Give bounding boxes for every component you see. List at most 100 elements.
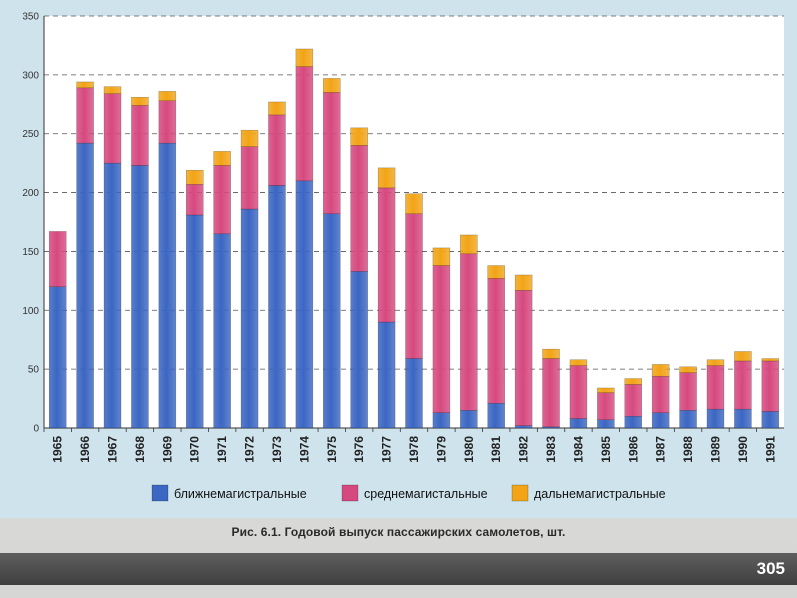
x-tick-label: 1990 (736, 436, 750, 463)
bar-1979-series-3 (432, 247, 451, 266)
bar-1965-series-2 (48, 231, 67, 287)
bar-1985-series-2 (597, 392, 615, 421)
bar-1972-series-1 (240, 208, 259, 429)
x-tick-label: 1986 (626, 436, 640, 463)
bar-1981-series-3 (487, 265, 505, 279)
x-tick-label: 1965 (51, 436, 65, 463)
bar-1973-series-1 (268, 185, 286, 429)
bar-1970-series-3 (185, 169, 204, 185)
x-tick-label: 1969 (160, 436, 174, 463)
bar-1989-series-1 (706, 408, 725, 429)
bar-1973-series-3 (268, 101, 286, 116)
bar-1980-series-2 (460, 253, 478, 411)
bar-1985-series-1 (597, 419, 615, 429)
bar-1984-series-1 (569, 418, 588, 429)
x-tick-label: 1979 (434, 436, 448, 463)
bar-1976-series-2 (350, 145, 368, 272)
bar-1990-series-2 (734, 360, 752, 410)
legend-swatch (151, 484, 169, 502)
bar-1976-series-1 (350, 271, 368, 429)
bar-1986-series-3 (624, 378, 643, 385)
bar-1974-series-3 (295, 48, 314, 67)
bar-1986-series-1 (624, 415, 643, 429)
bar-1966-series-1 (76, 142, 94, 429)
page-number: 305 (756, 559, 785, 578)
y-tick-label: 150 (22, 247, 39, 258)
bar-1975-series-3 (323, 78, 341, 93)
legend-label: дальнемагистральные (534, 487, 666, 501)
bar-1991-series-1 (761, 411, 780, 429)
bar-1971-series-3 (213, 151, 231, 166)
bar-1988-series-1 (679, 410, 697, 429)
bar-1987-series-2 (651, 375, 670, 413)
bar-1970-series-1 (185, 214, 204, 429)
chart-panel: 0 50 100 150 200 250 300 350 1965 1966 1967 1968 196… (0, 0, 797, 518)
bar-1981-series-2 (487, 278, 505, 404)
bar-1987-series-3 (651, 364, 670, 377)
x-tick-label: 1973 (270, 436, 284, 463)
x-tick-label: 1989 (708, 436, 722, 463)
bar-1973-series-2 (268, 114, 286, 186)
page-footer-bar: 305 (0, 553, 797, 585)
bar-1978-series-2 (405, 213, 423, 359)
bar-1977-series-2 (377, 187, 396, 323)
bar-1977-series-1 (377, 321, 396, 429)
x-tick-label: 1991 (763, 436, 777, 463)
x-tick-label: 1987 (654, 436, 668, 463)
bar-1968-series-1 (131, 165, 149, 429)
bar-1991-series-3 (761, 358, 780, 362)
bar-1983-series-2 (542, 358, 560, 428)
bar-1981-series-1 (487, 403, 505, 429)
bar-1984-series-3 (569, 359, 588, 366)
x-tick-label: 1984 (571, 436, 585, 463)
x-tick-label: 1980 (462, 436, 476, 463)
bar-1979-series-2 (432, 265, 451, 413)
bar-1990-series-1 (734, 408, 752, 429)
x-tick-label: 1981 (489, 436, 503, 463)
y-tick-label: 350 (22, 12, 39, 23)
bar-1980-series-3 (460, 234, 478, 255)
x-tick-label: 1974 (297, 436, 311, 463)
x-tick-label: 1976 (352, 436, 366, 463)
bar-1977-series-3 (377, 167, 396, 189)
bar-1982-series-2 (514, 290, 533, 426)
x-tick-label: 1988 (681, 436, 695, 463)
bar-1971-series-1 (213, 233, 231, 429)
bar-1968-series-2 (131, 105, 149, 166)
bar-1986-series-2 (624, 384, 643, 417)
bar-1974-series-1 (295, 180, 314, 429)
bar-1989-series-3 (706, 359, 725, 366)
bar-1967-series-2 (103, 93, 122, 164)
x-tick-label: 1967 (106, 436, 120, 463)
bar-1976-series-3 (350, 127, 368, 146)
bar-1971-series-2 (213, 165, 231, 235)
bar-1969-series-1 (158, 142, 177, 429)
stacked-bar-chart: 0 50 100 150 200 250 300 350 1965 1966 1967 1968 196… (22, 12, 784, 502)
x-tick-label: 1975 (325, 436, 339, 463)
bar-1965-series-1 (48, 286, 67, 429)
bar-1979-series-1 (432, 412, 451, 429)
bar-1967-series-1 (103, 162, 122, 429)
bar-1969-series-2 (158, 100, 177, 144)
bar-1988-series-2 (679, 372, 697, 411)
legend-swatch (511, 484, 529, 502)
x-tick-label: 1983 (544, 436, 558, 463)
bar-1983-series-3 (542, 348, 560, 359)
bar-1970-series-2 (185, 184, 204, 216)
bar-1975-series-1 (323, 213, 341, 429)
bar-1972-series-3 (240, 129, 259, 147)
legend-label: ближнемагистральные (174, 487, 307, 501)
bar-1972-series-2 (240, 146, 259, 210)
x-tick-label: 1968 (133, 436, 147, 463)
y-tick-label: 250 (22, 129, 39, 140)
x-tick-label: 1966 (78, 436, 92, 463)
bar-1991-series-2 (761, 360, 780, 412)
x-tick-label: 1985 (599, 436, 613, 463)
bar-1978-series-1 (405, 358, 423, 429)
bar-1966-series-2 (76, 87, 94, 144)
bar-1990-series-3 (734, 351, 752, 362)
bar-1984-series-2 (569, 365, 588, 419)
x-tick-label: 1972 (243, 436, 257, 463)
legend-swatch (341, 484, 359, 502)
